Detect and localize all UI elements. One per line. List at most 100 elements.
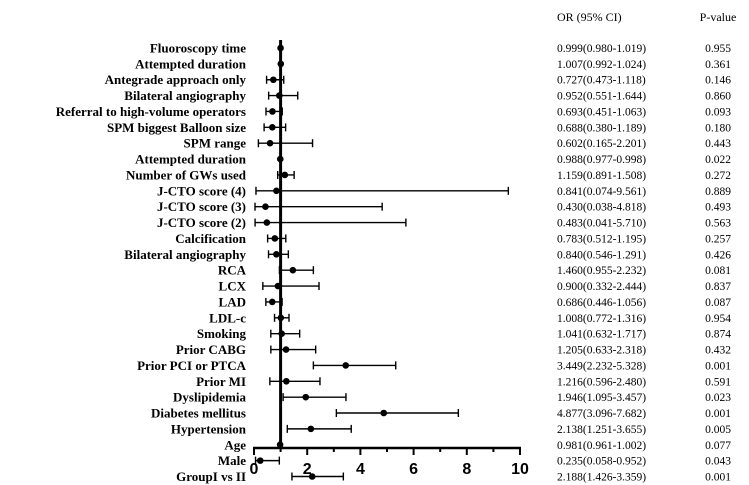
- or-point: [269, 108, 276, 115]
- or-ci-value: 0.235(0.058-0.952): [557, 456, 646, 468]
- forest-row: Attempted duration 0.988(0.977-0.998) 0.02…: [135, 152, 731, 167]
- p-value: 0.272: [705, 170, 731, 182]
- p-value: 0.146: [705, 75, 731, 87]
- p-value: 0.043: [705, 456, 731, 468]
- row-label: Diabetes mellitus: [151, 406, 246, 421]
- x-axis: 0 2 4 6 8 10: [250, 40, 529, 478]
- or-ci-value: 1.946(1.095-3.457): [557, 392, 646, 404]
- row-label: Bilateral angiography: [124, 88, 246, 103]
- or-ci-value: 0.840(0.546-1.291): [557, 249, 646, 261]
- or-point: [283, 377, 290, 385]
- or-ci-value: 1.205(0.633-2.318): [557, 345, 646, 357]
- row-label: Prior PCI or PTCA: [137, 358, 247, 373]
- row-label: J-CTO score (4): [157, 183, 246, 198]
- p-value: 0.093: [705, 106, 731, 118]
- or-ci-value: 1.008(0.772-1.316): [557, 313, 646, 325]
- or-ci-value: 0.900(0.332-2.444): [557, 281, 646, 293]
- or-point: [302, 393, 310, 401]
- or-ci-value: 1.216(0.596-2.480): [557, 376, 646, 388]
- p-value: 0.837: [705, 281, 731, 293]
- forest-row: Referral to high-volume operators 0.693(0…: [56, 104, 731, 119]
- row-label: SPM range: [184, 136, 247, 151]
- row-label: RCA: [218, 263, 247, 278]
- row-label: Prior MI: [196, 374, 246, 389]
- or-ci-value: 1.041(0.632-1.717): [557, 329, 646, 341]
- row-label: GroupI vs II: [176, 469, 246, 484]
- forest-row: Fluoroscopy time 0.999(0.980-1.019) 0.955: [150, 41, 731, 56]
- row-label: Dyslipidemia: [173, 390, 246, 405]
- or-point: [281, 171, 289, 179]
- x-tick-label: 4: [356, 461, 365, 478]
- forest-row: LDL-c 1.008(0.772-1.316) 0.954: [209, 310, 731, 325]
- p-value: 0.077: [705, 440, 731, 452]
- forest-row: Bilateral angiography 0.952(0.551-1.644) 0…: [124, 88, 731, 103]
- row-label: LDL-c: [209, 310, 246, 325]
- or-ci-value: 2.138(1.251-3.655): [557, 424, 646, 436]
- p-value: 0.180: [705, 122, 731, 134]
- row-label: LAD: [219, 294, 246, 309]
- forest-row: Prior MI 1.216(0.596-2.480) 0.591: [196, 374, 731, 389]
- or-point: [380, 409, 388, 417]
- p-value: 0.874: [705, 329, 731, 341]
- or-point: [273, 251, 280, 258]
- or-ci-value: 0.686(0.446-1.056): [557, 297, 646, 309]
- p-value: 0.081: [705, 265, 731, 277]
- forest-row: LAD 0.686(0.446-1.056) 0.087: [219, 294, 732, 309]
- forest-rows: Fluoroscopy time 0.999(0.980-1.019) 0.955 A…: [56, 41, 731, 484]
- forest-row: Smoking 1.041(0.632-1.717) 0.874: [197, 326, 731, 341]
- forest-row: RCA 1.460(0.955-2.232) 0.081: [218, 263, 731, 278]
- row-label: SPM biggest Balloon size: [107, 120, 246, 135]
- forest-row: Male 0.235(0.058-0.952) 0.043: [218, 453, 731, 468]
- or-point: [307, 425, 315, 433]
- or-ci-value: 0.841(0.074-9.561): [557, 186, 646, 198]
- or-ci-value: 0.999(0.980-1.019): [557, 43, 646, 55]
- or-point: [266, 139, 274, 147]
- forest-row: Antegrade approach only 0.727(0.473-1.118…: [105, 72, 732, 87]
- p-value: 0.426: [705, 249, 731, 261]
- or-ci-value: 0.602(0.165-2.201): [557, 138, 646, 150]
- p-value: 0.005: [705, 424, 731, 436]
- row-label: J-CTO score (2): [157, 215, 246, 230]
- or-ci-value: 1.007(0.992-1.024): [557, 59, 646, 71]
- or-point: [282, 346, 290, 353]
- forest-row: J-CTO score (2) 0.483(0.041-5.710) 0.563: [157, 215, 731, 230]
- p-value: 0.087: [705, 297, 731, 309]
- or-point: [308, 473, 316, 480]
- p-value: 0.954: [705, 313, 731, 325]
- row-label: Attempted duration: [135, 56, 247, 71]
- forest-row: Number of GWs used 1.159(0.891-1.508) 0.27…: [126, 167, 731, 182]
- row-label: Fluoroscopy time: [150, 41, 246, 56]
- or-ci-value: 0.988(0.977-0.998): [557, 154, 646, 166]
- row-label: Smoking: [197, 326, 247, 341]
- or-point: [342, 362, 350, 369]
- p-value: 0.563: [705, 218, 731, 230]
- row-label: Antegrade approach only: [105, 72, 247, 87]
- or-ci-value: 3.449(2.232-5.328): [557, 360, 646, 372]
- forest-row: Prior PCI or PTCA 3.449(2.232-5.328) 0.001: [137, 358, 731, 373]
- forest-row: Age 0.981(0.961-1.002) 0.077: [224, 437, 731, 452]
- or-ci-value: 0.688(0.380-1.189): [557, 122, 646, 134]
- row-label: J-CTO score (3): [157, 199, 246, 214]
- p-value: 0.591: [705, 376, 731, 388]
- p-value: 0.001: [705, 471, 731, 483]
- row-label: Age: [224, 437, 246, 452]
- or-point: [256, 457, 264, 464]
- forest-row: SPM biggest Balloon size 0.688(0.380-1.18…: [107, 120, 731, 135]
- or-point: [269, 124, 276, 131]
- x-tick-label: 0: [250, 461, 259, 478]
- or-point: [268, 298, 276, 306]
- p-value: 0.001: [705, 360, 731, 372]
- header-p-value: P-value: [700, 10, 737, 24]
- forest-row: Hypertension 2.138(1.251-3.655) 0.005: [171, 421, 731, 436]
- row-label: Attempted duration: [135, 152, 247, 167]
- p-value: 0.022: [705, 154, 731, 166]
- row-label: Prior CABG: [176, 342, 246, 357]
- or-ci-value: 0.783(0.512-1.195): [557, 233, 646, 245]
- forest-row: Prior CABG 1.205(0.633-2.318) 0.432: [176, 342, 731, 357]
- p-value: 0.955: [705, 43, 731, 55]
- or-ci-value: 0.727(0.473-1.118): [557, 75, 646, 87]
- forest-row: Dyslipidemia 1.946(1.095-3.457) 0.023: [173, 390, 731, 405]
- header-or-ci: OR (95% CI): [557, 10, 622, 24]
- x-tick-label: 2: [303, 461, 312, 478]
